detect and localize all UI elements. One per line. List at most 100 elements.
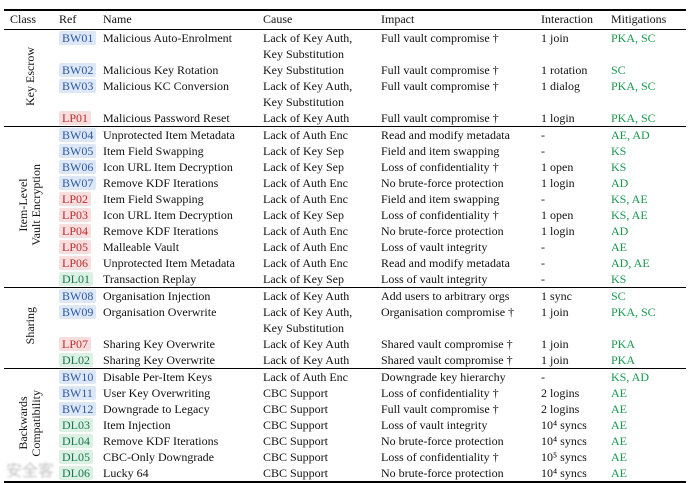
name-cell: Downgrade to Legacy	[103, 402, 210, 416]
impact-cell: Loss of confidentiality †	[381, 386, 499, 400]
name-cell: Malicious Password Reset	[103, 111, 230, 125]
impact-cell: Add users to arbitrary orgs	[381, 289, 510, 303]
interaction-cell: 10⁴ syncs	[541, 418, 587, 432]
interaction-cell: 1 rotation	[541, 63, 588, 77]
mitigations-cell: KS, AD	[611, 370, 650, 384]
threat-table: Class Ref Name Cause Impact Interaction …	[4, 9, 686, 483]
interaction-cell: 10⁴ syncs	[541, 466, 587, 480]
interaction-cell: 1 join	[541, 31, 569, 45]
interaction-cell: 10⁴ syncs	[541, 434, 587, 448]
ref-cell: LP03	[56, 207, 100, 223]
name-cell: Item Injection	[103, 418, 171, 432]
mitigations-cell: PKA, SC	[611, 305, 656, 319]
ref-cell: BW09	[56, 304, 100, 336]
ref-cell: BW08	[56, 288, 100, 305]
class-label: Key Escrow	[22, 46, 37, 106]
ref-badge: DL06	[59, 466, 93, 480]
ref-cell: BW12	[56, 401, 100, 417]
cause-cell: Lack of Auth Enc	[263, 370, 348, 384]
impact-cell: Full vault compromise †	[381, 31, 499, 45]
ref-badge: DL05	[59, 450, 93, 464]
interaction-cell: -	[541, 144, 545, 158]
mitigations-cell: KS, AE	[611, 208, 648, 222]
ref-badge: DL01	[59, 272, 93, 286]
mitigations-cell: PKA, SC	[611, 79, 656, 93]
ref-badge: LP02	[59, 192, 92, 206]
name-cell: Item Field Swapping	[103, 144, 204, 158]
ref-badge: LP01	[59, 111, 92, 125]
class-label-cell: Backwards Compatibility	[4, 369, 56, 483]
mitigations-cell: SC	[611, 63, 626, 77]
threat-row-lp03: LP03 Icon URL Item Decryption Lack of Key …	[4, 207, 686, 223]
threat-row-lp01: LP01 Malicious Password Reset Lack of Key …	[4, 110, 686, 127]
impact-cell: Loss of confidentiality †	[381, 208, 499, 222]
cause-cell: Lack of Auth Enc	[263, 224, 348, 238]
interaction-cell: -	[541, 128, 545, 142]
cause-cell: Lack of Key Auth, Key Substitution	[263, 31, 353, 61]
ref-badge: BW10	[59, 370, 97, 384]
interaction-cell: 1 login	[541, 224, 575, 238]
name-cell: Icon URL Item Decryption	[103, 160, 233, 174]
ref-cell: BW07	[56, 175, 100, 191]
threat-row-dl01: DL01 Transaction Replay Lack of Key Sep Los…	[4, 271, 686, 288]
interaction-cell: 1 join	[541, 305, 569, 319]
class-label-cell: Item-Level Vault Encryption	[4, 127, 56, 288]
class-label: Item-Level Vault Encryption	[16, 164, 43, 246]
ref-badge: LP05	[59, 240, 92, 254]
class-group-backwards-compatibility: Backwards Compatibility BW10 Disable Per-I…	[4, 368, 686, 483]
name-cell: Transaction Replay	[103, 272, 197, 286]
name-cell: CBC-Only Downgrade	[103, 450, 214, 464]
class-label-cell: Sharing	[4, 288, 56, 369]
name-cell: Item Field Swapping	[103, 192, 204, 206]
interaction-cell: 1 open	[541, 208, 574, 222]
class-label: Sharing	[22, 307, 37, 345]
mitigations-cell: PKA, SC	[611, 31, 656, 45]
name-cell: Sharing Key Overwrite	[103, 353, 215, 367]
mitigations-cell: PKA, SC	[611, 111, 656, 125]
ref-cell: LP05	[56, 239, 100, 255]
impact-cell: Downgrade key hierarchy	[381, 370, 506, 384]
mitigations-cell: KS	[611, 272, 627, 286]
cause-cell: Lack of Key Auth	[263, 337, 350, 351]
ref-badge: DL04	[59, 434, 93, 448]
impact-cell: Field and item swapping	[381, 192, 500, 206]
name-cell: Unprotected Item Metadata	[103, 128, 235, 142]
name-cell: Malicious KC Conversion	[103, 79, 229, 93]
impact-cell: Full vault compromise †	[381, 63, 499, 77]
interaction-cell: -	[541, 256, 545, 270]
name-cell: Disable Per-Item Keys	[103, 370, 213, 384]
class-group-item-level-vault-encryption: Item-Level Vault Encryption BW04 Unprotect…	[4, 126, 686, 288]
impact-cell: Loss of vault integrity	[381, 272, 488, 286]
cause-cell: Lack of Key Sep	[263, 160, 344, 174]
interaction-cell: -	[541, 240, 545, 254]
cause-cell: Lack of Key Auth	[263, 111, 350, 125]
impact-cell: No brute-force protection	[381, 434, 504, 448]
impact-cell: Field and item swapping	[381, 144, 500, 158]
cause-cell: Lack of Key Sep	[263, 208, 344, 222]
col-header-interaction: Interaction	[538, 10, 608, 30]
interaction-cell: 1 dialog	[541, 79, 580, 93]
interaction-cell: 1 login	[541, 111, 575, 125]
ref-badge: BW01	[59, 31, 97, 45]
mitigations-cell: AE	[611, 386, 627, 400]
name-cell: Malicious Key Rotation	[103, 63, 219, 77]
ref-cell: BW10	[56, 369, 100, 386]
ref-badge: BW06	[59, 160, 97, 174]
mitigations-cell: AE	[611, 240, 627, 254]
name-cell: User Key Overwriting	[103, 386, 211, 400]
ref-badge: BW07	[59, 176, 97, 190]
impact-cell: Full vault compromise †	[381, 111, 499, 125]
threat-row-lp02: LP02 Item Field Swapping Lack of Auth Enc F…	[4, 191, 686, 207]
col-header-impact: Impact	[378, 10, 538, 30]
name-cell: Organisation Overwrite	[103, 305, 217, 319]
ref-badge: BW04	[59, 128, 97, 142]
impact-cell: Full vault compromise †	[381, 402, 499, 416]
threat-row-bw08: Sharing BW08 Organisation Injection Lack of…	[4, 288, 686, 345]
interaction-cell: 1 join	[541, 337, 569, 351]
cause-cell: Lack of Auth Enc	[263, 128, 348, 142]
impact-cell: Loss of vault integrity	[381, 418, 488, 432]
interaction-cell: 10⁵ syncs	[541, 450, 587, 464]
cause-cell: Lack of Key Auth	[263, 353, 350, 367]
impact-cell: Read and modify metadata	[381, 256, 510, 270]
impact-cell: Read and modify metadata	[381, 128, 510, 142]
